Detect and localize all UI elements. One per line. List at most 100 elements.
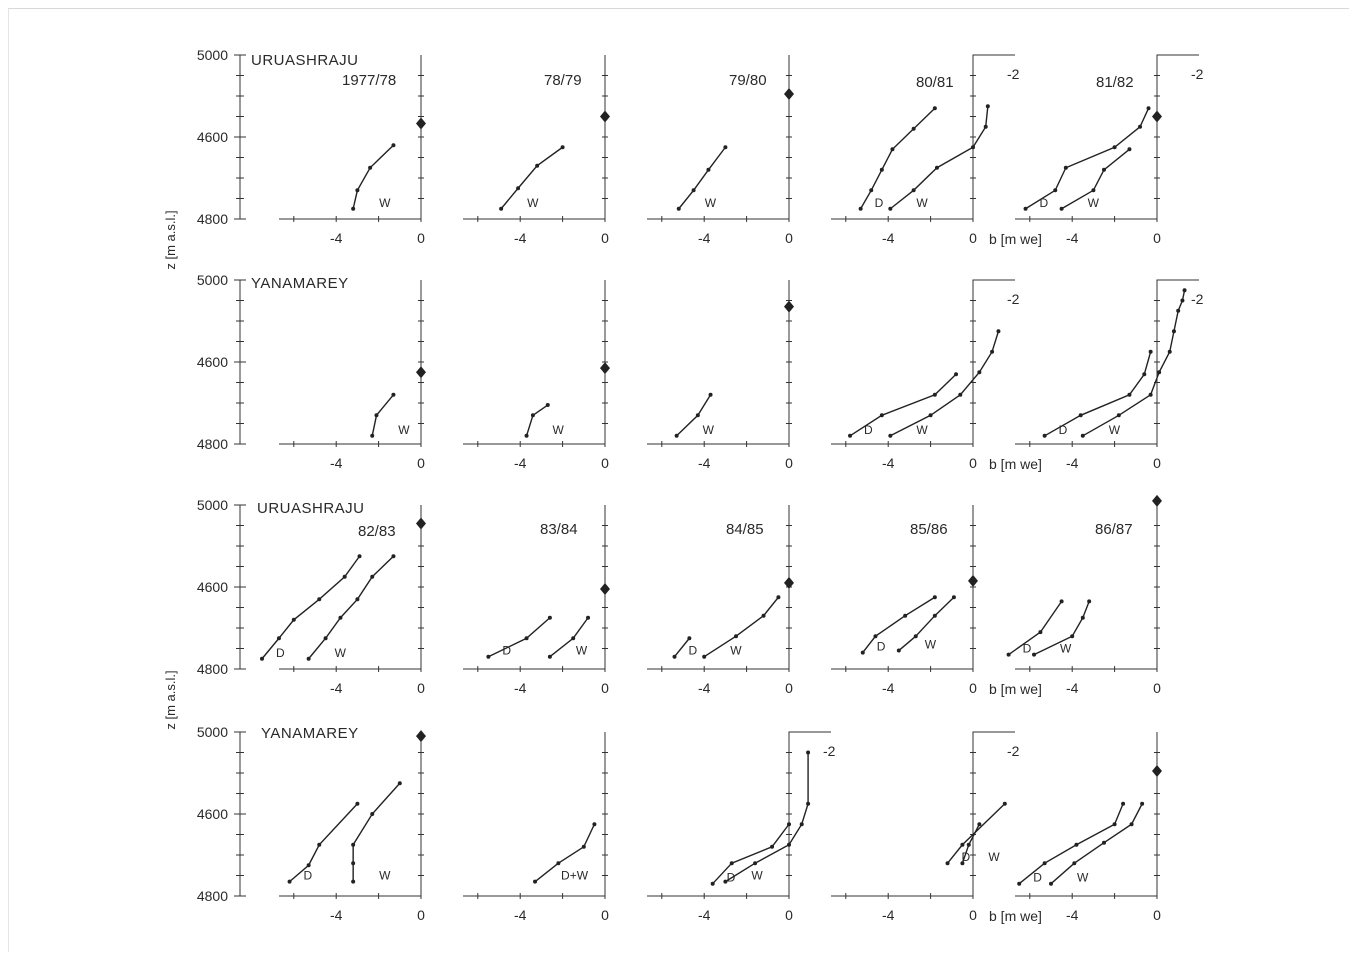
profile-point (960, 861, 965, 866)
z-tick-label: 4800 (197, 211, 228, 227)
glacier-name-row-4: YANAMAREY (261, 725, 359, 742)
profile-point (888, 206, 893, 211)
profile-point (1017, 881, 1022, 886)
profile-point (934, 165, 939, 170)
ela-marker (416, 117, 426, 130)
profile-point (799, 822, 804, 827)
profile-line-w (1082, 290, 1186, 437)
profile-point (1148, 392, 1153, 397)
offset-bracket (788, 731, 831, 742)
year-label-r1-c2: 78/79 (544, 72, 582, 89)
b-tick-label: -4 (514, 680, 527, 696)
profile-point (1072, 861, 1077, 866)
profile-point (260, 656, 264, 661)
year-label-r1-c3: 79/80 (729, 72, 767, 89)
b-tick-label: -4 (698, 230, 711, 246)
b-tick-label: 0 (785, 907, 793, 923)
series-label: W (1060, 642, 1072, 656)
profile-point (592, 822, 597, 827)
profile-point (1167, 349, 1172, 354)
profile-point (702, 654, 707, 659)
profile-point (729, 861, 734, 866)
profile-point (932, 106, 937, 111)
profile-point (890, 147, 895, 152)
ela-marker (416, 730, 426, 743)
b-tick-label: -4 (330, 230, 343, 246)
ela-marker (784, 300, 794, 313)
profile-point (1023, 206, 1028, 211)
b-tick-label: -4 (698, 455, 711, 471)
profile-point (1116, 413, 1121, 418)
profile-point (586, 615, 591, 620)
b-tick-label: 0 (1153, 230, 1161, 246)
profile-point (1127, 392, 1132, 397)
profile-line-w (703, 596, 779, 658)
profile-point (317, 842, 322, 847)
profile-line-w (725, 752, 809, 883)
b-tick-label: -4 (882, 455, 895, 471)
b-tick-label: 0 (785, 230, 793, 246)
profile-point (1002, 801, 1007, 806)
profile-line-d+w (534, 823, 596, 883)
profile-line-w (678, 146, 726, 210)
profile-point (1129, 822, 1134, 827)
b-tick-label: 0 (969, 455, 977, 471)
z-tick-label: 4600 (197, 129, 228, 145)
profile-point (770, 844, 775, 849)
b-axis-title: b [m we] (989, 231, 1042, 247)
b-tick-label: -4 (882, 230, 895, 246)
profile-point (357, 554, 362, 559)
profile-point (753, 861, 758, 866)
b-axis-title: b [m we] (989, 681, 1042, 697)
profile-line-d (673, 637, 690, 658)
series-label: W (576, 644, 588, 658)
profile-point (903, 613, 908, 618)
profile-point (1074, 842, 1079, 847)
profile-line-w (889, 106, 989, 210)
profile-point (306, 656, 311, 661)
profile-line-w (1050, 803, 1143, 885)
profile-point (291, 617, 296, 622)
profile-point (985, 104, 990, 109)
series-label: W (1109, 423, 1121, 437)
profile-point (516, 186, 521, 191)
profile-point (1080, 615, 1085, 620)
ela-marker (416, 517, 426, 530)
profile-point (355, 801, 360, 806)
profile-point (1049, 881, 1053, 886)
series-label: W (751, 869, 763, 883)
profile-point (966, 842, 971, 847)
profile-point (351, 842, 356, 847)
profile-point (1091, 188, 1096, 193)
profile-point (990, 349, 995, 354)
profile-point (1087, 599, 1092, 604)
ela-marker (600, 110, 610, 123)
z-tick-label: 5000 (197, 724, 228, 740)
profile-point (977, 822, 982, 827)
offset-bracket (1156, 54, 1199, 65)
profile-point (1148, 349, 1153, 354)
profile-point (1112, 145, 1117, 150)
profile-point (911, 126, 916, 131)
profile-line-w (308, 555, 394, 660)
profile-point (1121, 801, 1126, 806)
b-tick-label: -4 (330, 907, 343, 923)
profile-point (1059, 206, 1064, 211)
profile-point (1032, 652, 1037, 657)
profile-point (896, 648, 901, 653)
profile-point (547, 615, 552, 620)
series-label: W (916, 196, 928, 210)
ela-marker (600, 583, 610, 596)
z-tick-label: 4800 (197, 888, 228, 904)
profile-line-d (860, 107, 936, 210)
ela-marker (784, 87, 794, 100)
z-tick-label: 5000 (197, 497, 228, 513)
profile-point (317, 597, 322, 602)
profile-point (391, 143, 396, 148)
profile-point (977, 370, 982, 375)
ela-marker (1152, 110, 1162, 123)
profile-point (932, 613, 937, 618)
profile-line-d (849, 373, 957, 437)
profile-point (560, 145, 565, 150)
series-label: W (1088, 196, 1100, 210)
